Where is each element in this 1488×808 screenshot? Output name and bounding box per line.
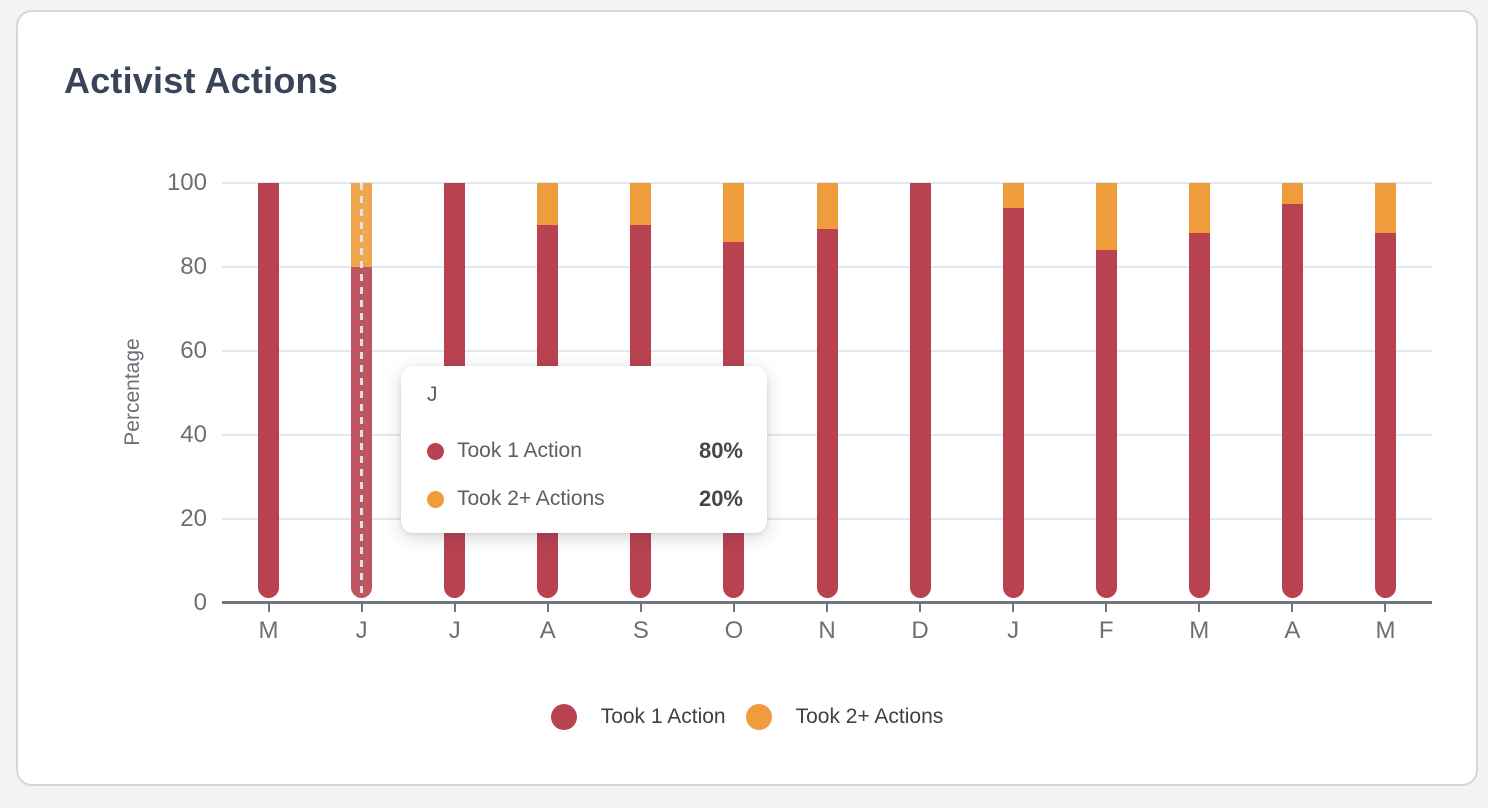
legend-label: Took 1 Action xyxy=(600,705,726,728)
bar-segment-took-2plus-actions-3[interactable] xyxy=(537,183,559,225)
bar-segment-took-1-action-12[interactable] xyxy=(1374,233,1396,598)
x-axis-tick-mark-0 xyxy=(267,604,270,612)
tooltip-series-value: 20% xyxy=(698,486,743,511)
bar-segment-took-1-action-7[interactable] xyxy=(909,183,931,598)
bar-segment-took-1-action-8[interactable] xyxy=(1002,208,1024,598)
legend-item-took-1-action[interactable]: Took 1 Action xyxy=(550,704,726,730)
bar-segment-took-1-action-9[interactable] xyxy=(1095,250,1117,598)
tooltip-series-value: 80% xyxy=(698,438,743,463)
tooltip-series-label: Took 1 Action xyxy=(457,439,582,462)
x-axis-tick-2: J xyxy=(448,617,461,644)
y-axis-tick-60: 60 xyxy=(180,337,207,364)
legend-label: Took 2+ Actions xyxy=(795,705,944,728)
x-axis-tick-mark-11 xyxy=(1291,604,1294,612)
x-axis-tick-4: S xyxy=(632,617,649,644)
chart-tooltip: J Took 1 Action 80% Took 2+ Actions 20% xyxy=(401,366,767,533)
x-axis-tick-3: A xyxy=(539,617,556,644)
bar-segment-took-2plus-actions-11[interactable] xyxy=(1281,183,1303,204)
x-axis-tick-mark-3 xyxy=(546,604,549,612)
legend-took-1-action-dot-icon xyxy=(550,704,577,730)
y-axis-tick-40: 40 xyxy=(180,421,207,448)
bar-segment-took-2plus-actions-8[interactable] xyxy=(1002,183,1024,209)
bar-segment-took-2plus-actions-12[interactable] xyxy=(1374,183,1396,234)
chart-legend: Took 1 Action Took 2+ Actions xyxy=(18,704,1476,730)
tooltip-row-took-1-action: Took 1 Action 80% xyxy=(427,438,743,464)
tooltip-row-took-2plus-actions: Took 2+ Actions 20% xyxy=(427,486,743,512)
x-axis-tick-9: F xyxy=(1098,617,1114,644)
x-axis-tick-mark-8 xyxy=(1012,604,1015,612)
x-axis-tick-11: A xyxy=(1284,617,1301,644)
x-axis-line xyxy=(222,601,1432,604)
y-axis-title: Percentage xyxy=(121,338,144,446)
x-axis-tick-mark-6 xyxy=(826,604,828,612)
legend-item-took-2plus-actions[interactable]: Took 2+ Actions xyxy=(745,704,944,730)
x-axis-tick-6: N xyxy=(818,617,836,644)
bar-segment-took-2plus-actions-6[interactable] xyxy=(816,183,838,230)
bar-segment-took-1-action-6[interactable] xyxy=(816,229,838,598)
took-1-action-dot-icon xyxy=(427,442,444,460)
bar-segment-took-1-action-11[interactable] xyxy=(1281,204,1303,598)
bar-segment-took-2plus-actions-5[interactable] xyxy=(723,183,745,242)
x-axis-tick-mark-5 xyxy=(732,604,735,612)
x-axis-tick-mark-2 xyxy=(453,604,456,612)
x-axis-tick-0: M xyxy=(258,617,279,644)
hover-indicator-dashed-line xyxy=(360,183,364,598)
x-axis-tick-5: O xyxy=(724,617,744,644)
page-title: Activist Actions xyxy=(64,60,338,101)
x-axis-tick-mark-7 xyxy=(919,604,922,612)
bar-segment-took-2plus-actions-4[interactable] xyxy=(630,183,652,225)
y-axis-tick-0: 0 xyxy=(193,589,207,616)
tooltip-series-label: Took 2+ Actions xyxy=(457,487,605,510)
x-axis-tick-mark-4 xyxy=(639,604,642,612)
x-axis-tick-mark-1 xyxy=(360,604,363,612)
x-axis-tick-mark-10 xyxy=(1198,604,1201,612)
x-axis-tick-8: J xyxy=(1007,617,1020,644)
x-axis-tick-7: D xyxy=(911,617,929,644)
activist-actions-card: Activist Actions 0 20 40 60 80 100 Percentage M… xyxy=(16,10,1478,786)
bar-segment-took-2plus-actions-10[interactable] xyxy=(1188,183,1210,234)
bar-segment-took-1-action-10[interactable] xyxy=(1188,233,1210,598)
tooltip-category-label: J xyxy=(427,383,438,406)
took-2plus-actions-dot-icon xyxy=(427,490,444,508)
y-axis-tick-20: 20 xyxy=(180,505,207,532)
bar-segment-took-2plus-actions-9[interactable] xyxy=(1095,183,1117,251)
legend-took-2plus-actions-dot-icon xyxy=(745,704,772,730)
x-axis-tick-mark-12 xyxy=(1384,604,1387,612)
bar-segment-took-1-action-0[interactable] xyxy=(258,183,280,598)
x-axis-tick-12: M xyxy=(1375,617,1396,644)
y-axis-tick-100: 100 xyxy=(166,169,207,196)
y-axis-tick-80: 80 xyxy=(180,253,207,280)
x-axis-tick-10: M xyxy=(1189,617,1210,644)
x-axis-tick-1: J xyxy=(355,617,368,644)
x-axis-tick-mark-9 xyxy=(1105,604,1108,612)
